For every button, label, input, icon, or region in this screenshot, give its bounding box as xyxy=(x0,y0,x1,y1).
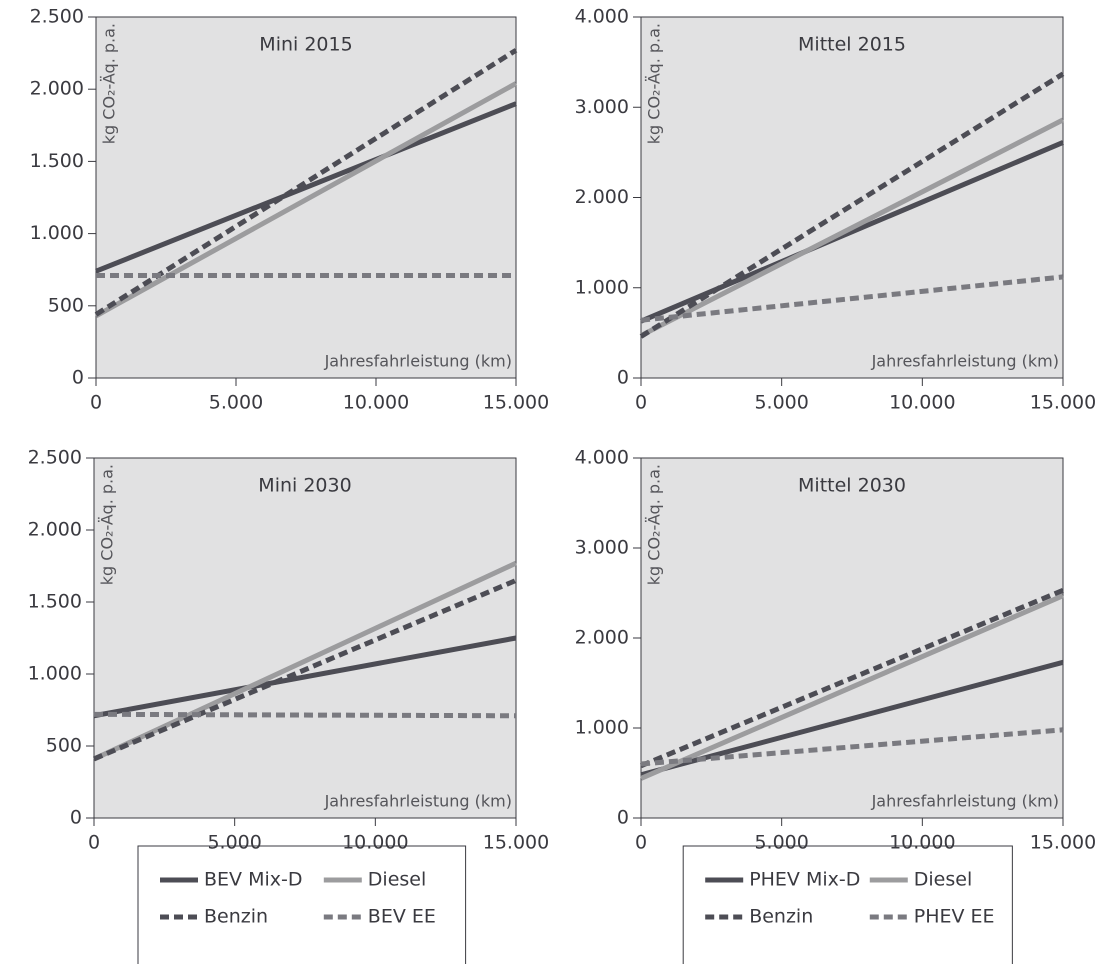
y-tick-label: 1.000 xyxy=(575,276,629,298)
x-tick-label: 15.000 xyxy=(1030,392,1096,414)
y-tick-label: 3.000 xyxy=(575,537,629,559)
series-line xyxy=(93,711,517,719)
series-line xyxy=(640,727,1064,767)
legend-label: PHEV Mix-D xyxy=(749,869,860,891)
y-axis-label: kg CO₂-Äq. p.a. xyxy=(98,464,117,585)
x-tick-label: 10.000 xyxy=(342,832,408,854)
y-tick-label: 0 xyxy=(617,807,629,829)
series-line xyxy=(94,48,518,317)
y-tick-label: 4.000 xyxy=(575,447,629,469)
legend-label: BEV EE xyxy=(368,906,436,928)
x-tick-label: 10.000 xyxy=(889,832,955,854)
y-tick-label: 2.000 xyxy=(28,519,82,541)
y-axis-label: kg CO₂-Äq. p.a. xyxy=(100,23,119,144)
plot-area xyxy=(640,16,1064,379)
y-tick-label: 1.000 xyxy=(28,663,82,685)
x-tick-label: 0 xyxy=(635,392,647,414)
legend-label: Diesel xyxy=(914,869,972,891)
legend-label: Benzin xyxy=(749,906,813,928)
legend-label: BEV Mix-D xyxy=(204,869,302,891)
plot-area xyxy=(93,457,517,819)
y-tick-label: 4.000 xyxy=(575,6,629,28)
series-line xyxy=(92,560,518,762)
y-axis-label: kg CO₂-Äq. p.a. xyxy=(645,23,664,144)
y-tick-label: 2.000 xyxy=(575,627,629,649)
x-tick-label: 5.000 xyxy=(207,832,261,854)
x-tick-label: 5.000 xyxy=(754,392,808,414)
x-axis-label: Jahresfahrleistung (km) xyxy=(324,792,512,811)
x-axis-label: Jahresfahrleistung (km) xyxy=(871,352,1059,371)
x-tick-label: 0 xyxy=(635,832,647,854)
y-tick-label: 1.500 xyxy=(30,150,84,172)
series-line xyxy=(93,635,517,719)
series-line xyxy=(639,117,1065,338)
legend-label: Diesel xyxy=(368,869,426,891)
legend-box xyxy=(137,845,467,964)
y-tick-label: 500 xyxy=(46,735,82,757)
x-tick-label: 15.000 xyxy=(1030,832,1096,854)
chart-title: Mini 2030 xyxy=(258,475,351,497)
series-line xyxy=(95,101,517,274)
x-tick-label: 0 xyxy=(90,392,102,414)
chart-title: Mini 2015 xyxy=(259,34,352,56)
x-tick-label: 5.000 xyxy=(754,832,808,854)
y-tick-label: 500 xyxy=(48,294,84,316)
y-tick-label: 0 xyxy=(617,367,629,389)
y-tick-label: 3.000 xyxy=(575,96,629,118)
y-tick-label: 2.000 xyxy=(575,186,629,208)
y-tick-label: 0 xyxy=(70,807,82,829)
series-line xyxy=(640,593,1064,781)
legend-label: PHEV EE xyxy=(914,906,995,928)
x-axis-label: Jahresfahrleistung (km) xyxy=(871,792,1059,811)
y-tick-label: 1.000 xyxy=(575,717,629,739)
legend-label: Benzin xyxy=(204,906,268,928)
legend-box xyxy=(682,845,1013,964)
y-tick-label: 2.500 xyxy=(28,447,82,469)
x-tick-label: 10.000 xyxy=(889,392,955,414)
chart-title: Mittel 2030 xyxy=(798,475,906,497)
x-tick-label: 15.000 xyxy=(483,832,549,854)
x-axis-label: Jahresfahrleistung (km) xyxy=(324,352,512,371)
series-line xyxy=(639,71,1065,339)
y-tick-label: 1.000 xyxy=(30,222,84,244)
x-tick-label: 5.000 xyxy=(209,392,263,414)
chart-title: Mittel 2015 xyxy=(798,34,906,56)
x-tick-label: 10.000 xyxy=(343,392,409,414)
x-tick-label: 15.000 xyxy=(483,392,549,414)
series-line xyxy=(640,587,1064,769)
series-line xyxy=(640,140,1064,324)
plot-area xyxy=(640,457,1064,819)
y-tick-label: 2.500 xyxy=(30,6,84,28)
y-axis-label: kg CO₂-Äq. p.a. xyxy=(645,464,664,585)
y-tick-label: 1.500 xyxy=(28,591,82,613)
y-tick-label: 2.000 xyxy=(30,78,84,100)
series-line xyxy=(640,274,1064,323)
x-tick-label: 0 xyxy=(88,832,100,854)
y-tick-label: 0 xyxy=(72,367,84,389)
series-line xyxy=(93,578,517,762)
